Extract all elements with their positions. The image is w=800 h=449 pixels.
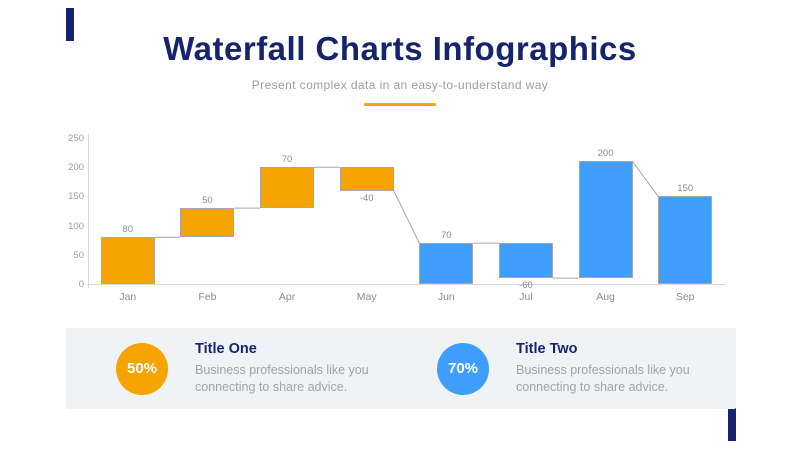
bar-value-label: 150 — [677, 183, 694, 195]
x-axis-label-may: May — [356, 291, 377, 303]
waterfall-bar-sep — [658, 196, 713, 284]
x-axis-line — [88, 284, 725, 285]
x-axis-label-apr: Apr — [278, 291, 296, 303]
percent-badge-two: 70% — [437, 342, 489, 395]
page-subtitle: Present complex data in an easy-to-under… — [251, 78, 549, 92]
page-title: Waterfall Charts Infographics — [163, 30, 637, 67]
card-text-two: Title Two Business professionals like yo… — [516, 341, 736, 396]
waterfall-bar-apr — [260, 167, 315, 209]
title-underline-accent — [364, 103, 436, 106]
y-axis-tick-label: 200 — [68, 162, 84, 174]
waterfall-bar-may — [339, 167, 394, 191]
summary-card-two: 70% Title Two Business professionals lik… — [401, 341, 736, 396]
card-title-one: Title One — [195, 341, 257, 357]
bar-value-label: 80 — [122, 224, 134, 236]
card-body-one: Business professionals like you connecti… — [195, 363, 369, 394]
waterfall-bar-jan — [100, 237, 155, 284]
summary-panel: 50% Title One Business professionals lik… — [66, 328, 736, 409]
corner-accent-bottom-right — [728, 408, 736, 441]
bar-value-label: 200 — [597, 148, 614, 160]
bar-value-label: -40 — [359, 192, 374, 204]
x-axis-label-aug: Aug — [596, 291, 615, 303]
y-axis-tick-label: 150 — [68, 191, 84, 203]
waterfall-bar-aug — [578, 161, 633, 279]
x-axis-label-jun: Jun — [437, 291, 455, 303]
connector-lines — [154, 161, 659, 279]
corner-accent-top-left — [66, 8, 74, 41]
x-axis-label-sep: Sep — [675, 291, 695, 303]
y-axis-tick-label: 50 — [73, 249, 84, 261]
y-axis-tick-label: 100 — [68, 220, 84, 232]
y-axis-tick-label: 0 — [78, 279, 84, 290]
bar-value-label: -60 — [519, 280, 533, 292]
x-axis-label-jul: Jul — [519, 291, 533, 303]
waterfall-chart: 0 50 100 150 200 250 80 Jan 50 Feb 70 Apr -40 May 70 Ju… — [60, 130, 760, 308]
card-body-two: Business professionals like you connecti… — [516, 363, 690, 394]
waterfall-bar-feb — [180, 208, 235, 238]
y-axis-tick-label: 250 — [68, 133, 84, 144]
percent-badge-one: 50% — [116, 342, 168, 395]
card-text-one: Title One Business professionals like yo… — [195, 341, 401, 396]
header: Waterfall Charts Infographics Present co… — [0, 30, 800, 106]
x-axis-label-jan: Jan — [119, 291, 137, 303]
bar-value-label: 50 — [202, 195, 213, 207]
card-title-two: Title Two — [516, 341, 578, 357]
bar-value-label: 70 — [441, 230, 452, 242]
waterfall-bar-jul — [498, 243, 553, 279]
summary-card-one: 50% Title One Business professionals lik… — [66, 341, 401, 396]
y-axis-line — [88, 134, 89, 288]
x-axis-label-feb: Feb — [198, 291, 217, 303]
waterfall-bar-jun — [419, 243, 474, 284]
bar-value-label: 70 — [281, 154, 293, 166]
